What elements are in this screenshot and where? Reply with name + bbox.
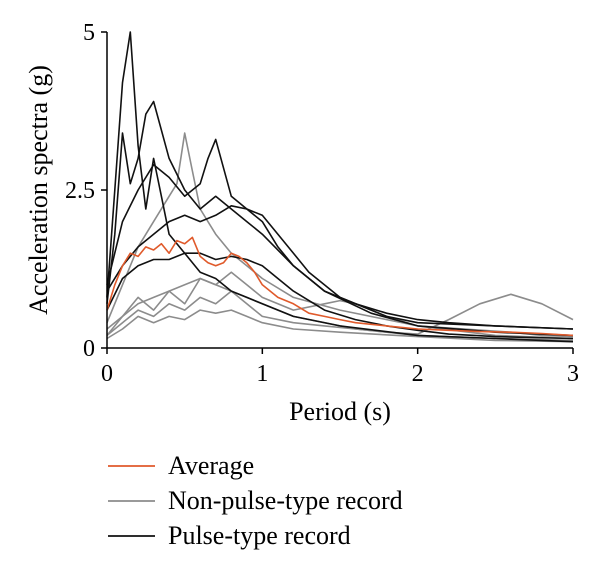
x-tick-label-2: 2 [412, 361, 424, 387]
legend: Average Non-pulse-type record Pulse-type… [108, 451, 403, 550]
y-axis-title: Acceleration spectra (g) [24, 65, 53, 315]
legend-label-non-pulse: Non-pulse-type record [168, 486, 403, 515]
series-line-nonpulse-6 [106, 132, 574, 338]
y-ticks: 02.55 [65, 20, 107, 362]
x-tick-label-3: 3 [567, 361, 579, 387]
y-tick-label-2: 5 [83, 20, 95, 46]
series-layer [106, 31, 574, 343]
series-line-nonpulse-8 [106, 271, 574, 340]
legend-label-average: Average [168, 451, 254, 480]
series-line-pulse-1 [106, 31, 574, 343]
x-tick-label-0: 0 [101, 361, 113, 387]
y-tick-label-0: 0 [83, 336, 95, 362]
series-line-pulse-3 [106, 138, 574, 330]
legend-item-non-pulse: Non-pulse-type record [108, 486, 403, 515]
series-line-pulse-4 [106, 205, 574, 330]
legend-item-pulse: Pulse-type record [108, 521, 351, 550]
x-tick-label-1: 1 [256, 361, 268, 387]
series-line-nonpulse-10 [106, 309, 574, 343]
series-line-pulse-2 [106, 100, 574, 337]
series-line-average-0 [106, 236, 574, 337]
legend-label-pulse: Pulse-type record [168, 521, 351, 550]
legend-item-average: Average [108, 451, 254, 480]
x-ticks: 0 1 2 3 [101, 348, 579, 387]
y-tick-label-1: 2.5 [65, 178, 95, 204]
series-line-pulse-5 [106, 252, 574, 340]
x-axis-title: Period (s) [289, 397, 391, 426]
